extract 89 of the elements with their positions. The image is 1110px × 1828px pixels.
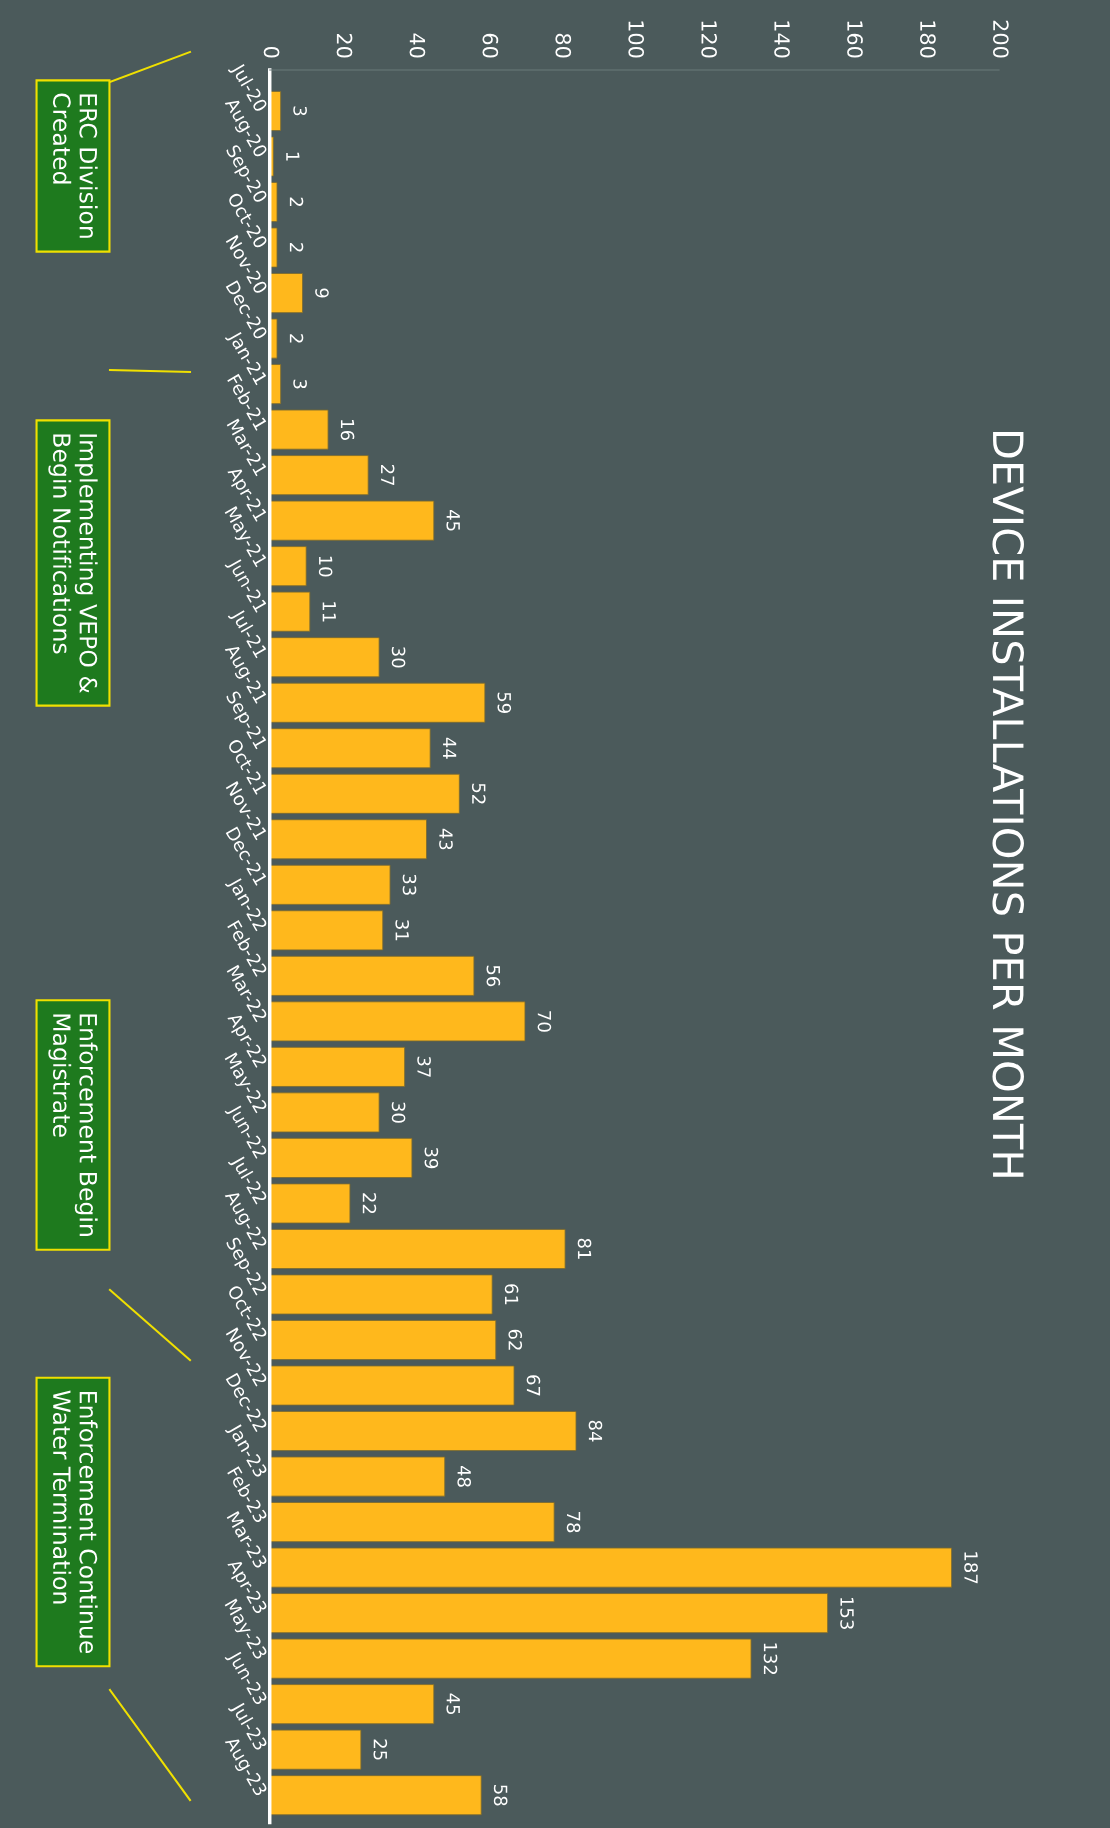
data-label: 45 bbox=[446, 510, 460, 531]
data-label: 81 bbox=[577, 1238, 592, 1259]
data-label: 52 bbox=[471, 783, 486, 804]
bar bbox=[269, 591, 311, 632]
bar bbox=[269, 682, 486, 723]
data-label: 78 bbox=[566, 1512, 581, 1533]
x-tick-label: 200 bbox=[992, 20, 1009, 58]
x-tick-label: 40 bbox=[409, 33, 426, 58]
text: Enforcement Continue Water Termination bbox=[52, 1390, 98, 1654]
data-label: 58 bbox=[493, 1785, 508, 1806]
data-label: 44 bbox=[443, 737, 457, 759]
x-tick-label: 0 bbox=[263, 47, 280, 58]
data-label: 25 bbox=[373, 1739, 388, 1760]
data-label: 2 bbox=[289, 243, 304, 252]
bar bbox=[269, 819, 427, 860]
data-label: 39 bbox=[424, 1147, 439, 1169]
bar bbox=[269, 273, 303, 314]
bar bbox=[269, 409, 329, 450]
bar bbox=[269, 910, 384, 951]
text: DEVICE INSTALLATIONS PER MONTH bbox=[992, 431, 1024, 1177]
bar bbox=[269, 1729, 362, 1770]
data-label: 30 bbox=[391, 1102, 406, 1123]
x-tick-label: 180 bbox=[920, 21, 936, 58]
bar bbox=[269, 1092, 380, 1133]
bar bbox=[269, 1502, 555, 1543]
text: ERC Division Created bbox=[52, 93, 98, 238]
bar bbox=[269, 546, 307, 587]
data-label: 153 bbox=[840, 1597, 854, 1629]
data-label: 2 bbox=[289, 334, 304, 343]
data-label: 56 bbox=[486, 965, 501, 987]
bar bbox=[269, 1547, 953, 1588]
data-label: 187 bbox=[964, 1552, 978, 1584]
data-label: 132 bbox=[763, 1643, 778, 1675]
data-label: 2 bbox=[289, 197, 304, 206]
data-label: 43 bbox=[439, 828, 453, 850]
data-label: 3 bbox=[293, 106, 307, 116]
data-label: 11 bbox=[322, 602, 336, 622]
bar bbox=[269, 864, 391, 905]
bar bbox=[269, 1684, 435, 1725]
data-label: 33 bbox=[402, 874, 417, 895]
bar bbox=[269, 773, 460, 814]
data-label: 22 bbox=[362, 1193, 377, 1214]
bar bbox=[269, 227, 278, 268]
data-label: 61 bbox=[504, 1284, 519, 1305]
text: Implementing VEPO & Begin Notifications bbox=[48, 434, 98, 694]
bar bbox=[269, 1137, 413, 1178]
bar bbox=[269, 1274, 493, 1315]
data-label: 1 bbox=[286, 152, 300, 161]
data-label: 48 bbox=[457, 1465, 472, 1487]
bar bbox=[269, 182, 278, 223]
data-label: 27 bbox=[381, 464, 395, 486]
data-label: 30 bbox=[391, 647, 406, 668]
bar bbox=[269, 637, 380, 678]
data-label: 59 bbox=[497, 692, 512, 713]
data-label: 37 bbox=[417, 1056, 431, 1077]
data-label: 16 bbox=[340, 420, 355, 440]
bar bbox=[269, 728, 431, 769]
data-label: 31 bbox=[395, 920, 410, 941]
bar bbox=[269, 1775, 482, 1816]
bar bbox=[269, 1001, 526, 1042]
bar bbox=[269, 1638, 752, 1679]
x-tick-label: 160 bbox=[847, 21, 863, 58]
bar bbox=[269, 1411, 577, 1452]
data-label: 45 bbox=[446, 1693, 460, 1715]
data-label: 62 bbox=[508, 1329, 523, 1350]
bar bbox=[269, 318, 278, 359]
x-tick-label: 80 bbox=[555, 33, 572, 58]
x-tick-label: 140 bbox=[774, 21, 790, 58]
bar bbox=[269, 1046, 406, 1087]
bar bbox=[269, 1365, 515, 1406]
bar bbox=[269, 1228, 566, 1269]
bar bbox=[269, 455, 369, 496]
bar bbox=[269, 1593, 829, 1634]
bar bbox=[269, 1456, 446, 1497]
data-label: 10 bbox=[318, 556, 333, 577]
data-label: 67 bbox=[526, 1375, 541, 1396]
bar bbox=[269, 955, 475, 996]
data-label: 3 bbox=[293, 379, 307, 389]
x-tick-label: 100 bbox=[628, 21, 645, 58]
data-label: 9 bbox=[315, 288, 329, 298]
data-label: 84 bbox=[588, 1420, 603, 1442]
text: Enforcement Begin Magistrate bbox=[48, 1014, 98, 1236]
x-tick-label: 20 bbox=[336, 33, 353, 58]
x-tick-label: 60 bbox=[482, 33, 499, 58]
x-tick-label: 120 bbox=[701, 21, 718, 58]
bar bbox=[269, 1183, 351, 1224]
data-label: 70 bbox=[537, 1011, 552, 1032]
bar bbox=[269, 500, 435, 541]
bar bbox=[269, 1320, 497, 1360]
